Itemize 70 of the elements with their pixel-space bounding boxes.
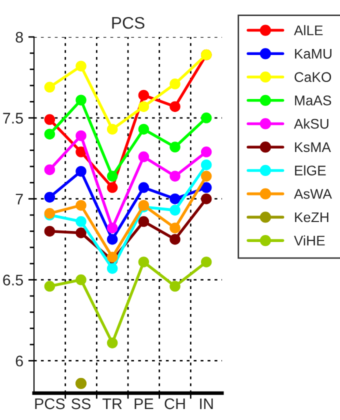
point	[44, 82, 56, 93]
point	[200, 146, 212, 158]
point	[170, 234, 180, 245]
y-tick-label: 7	[16, 194, 23, 204]
point	[200, 112, 212, 124]
point	[200, 170, 212, 182]
point	[76, 60, 86, 72]
point	[44, 128, 56, 140]
legend-label: ElGE	[295, 165, 326, 176]
point	[170, 142, 180, 152]
point	[106, 124, 118, 135]
point	[76, 146, 86, 158]
point	[76, 94, 86, 106]
point	[138, 90, 150, 101]
y-tick-label: 8	[16, 32, 23, 43]
legend-label: KaMU	[295, 48, 332, 59]
legend-label: AsWA	[294, 189, 332, 199]
legend-label: AlLE	[294, 25, 323, 36]
point	[106, 263, 118, 274]
point	[170, 204, 180, 216]
point	[106, 170, 118, 182]
point	[106, 182, 118, 193]
point	[170, 101, 180, 112]
point	[75, 378, 87, 389]
point	[76, 216, 86, 227]
point	[200, 193, 212, 204]
point	[138, 101, 150, 112]
point	[170, 78, 180, 90]
point	[76, 166, 86, 177]
legend-label: KsMA	[295, 142, 331, 152]
point	[44, 164, 56, 176]
legend-label: ViHE	[294, 235, 325, 246]
point	[44, 114, 56, 125]
legend-label: CaKO	[294, 72, 332, 82]
point	[200, 182, 212, 193]
point	[44, 226, 56, 237]
point	[106, 338, 118, 348]
point	[138, 182, 150, 193]
point	[138, 151, 150, 162]
x-tick-label: SS	[72, 398, 90, 410]
x-tick-label: PE	[134, 398, 154, 410]
point	[138, 216, 150, 227]
y-tick-label: 7.5	[3, 112, 23, 124]
x-tick-label: TR	[102, 398, 122, 410]
point	[44, 280, 56, 292]
chart-title: PCS	[112, 16, 144, 29]
point	[200, 159, 212, 170]
point	[76, 130, 86, 142]
point	[170, 222, 180, 234]
point	[76, 274, 86, 286]
x-tick-label: IN	[200, 398, 213, 410]
point	[138, 124, 150, 135]
point	[138, 256, 150, 268]
x-tick-label: PCS	[35, 398, 65, 410]
point	[106, 234, 118, 245]
point	[200, 256, 212, 268]
point	[170, 193, 180, 204]
legend-label: MaAS	[295, 96, 332, 106]
point	[170, 280, 180, 292]
point	[76, 200, 86, 211]
legend-label: AkSU	[294, 118, 328, 129]
point	[106, 252, 118, 263]
y-tick-label: 6	[16, 356, 23, 366]
point	[170, 170, 180, 182]
point	[76, 227, 86, 238]
x-tick-label: CH	[164, 398, 185, 410]
y-tick-label: 6.5	[3, 274, 23, 286]
legend-label: KeZH	[295, 212, 328, 222]
point	[106, 222, 118, 234]
point	[44, 192, 56, 203]
